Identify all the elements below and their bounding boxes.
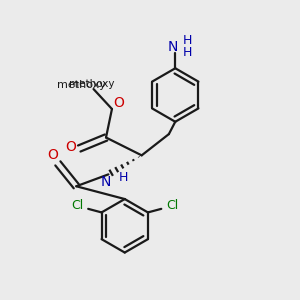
Text: Cl: Cl bbox=[71, 200, 83, 212]
Text: H: H bbox=[183, 46, 192, 59]
Text: N: N bbox=[168, 40, 178, 54]
Text: O: O bbox=[113, 96, 124, 110]
Text: methoxy: methoxy bbox=[69, 79, 115, 89]
Text: O: O bbox=[47, 148, 58, 162]
Text: H: H bbox=[183, 34, 192, 47]
Text: methoxy: methoxy bbox=[57, 80, 106, 90]
Text: Cl: Cl bbox=[166, 200, 178, 212]
Text: N: N bbox=[100, 175, 111, 189]
Text: H: H bbox=[119, 171, 128, 184]
Text: O: O bbox=[65, 140, 76, 154]
